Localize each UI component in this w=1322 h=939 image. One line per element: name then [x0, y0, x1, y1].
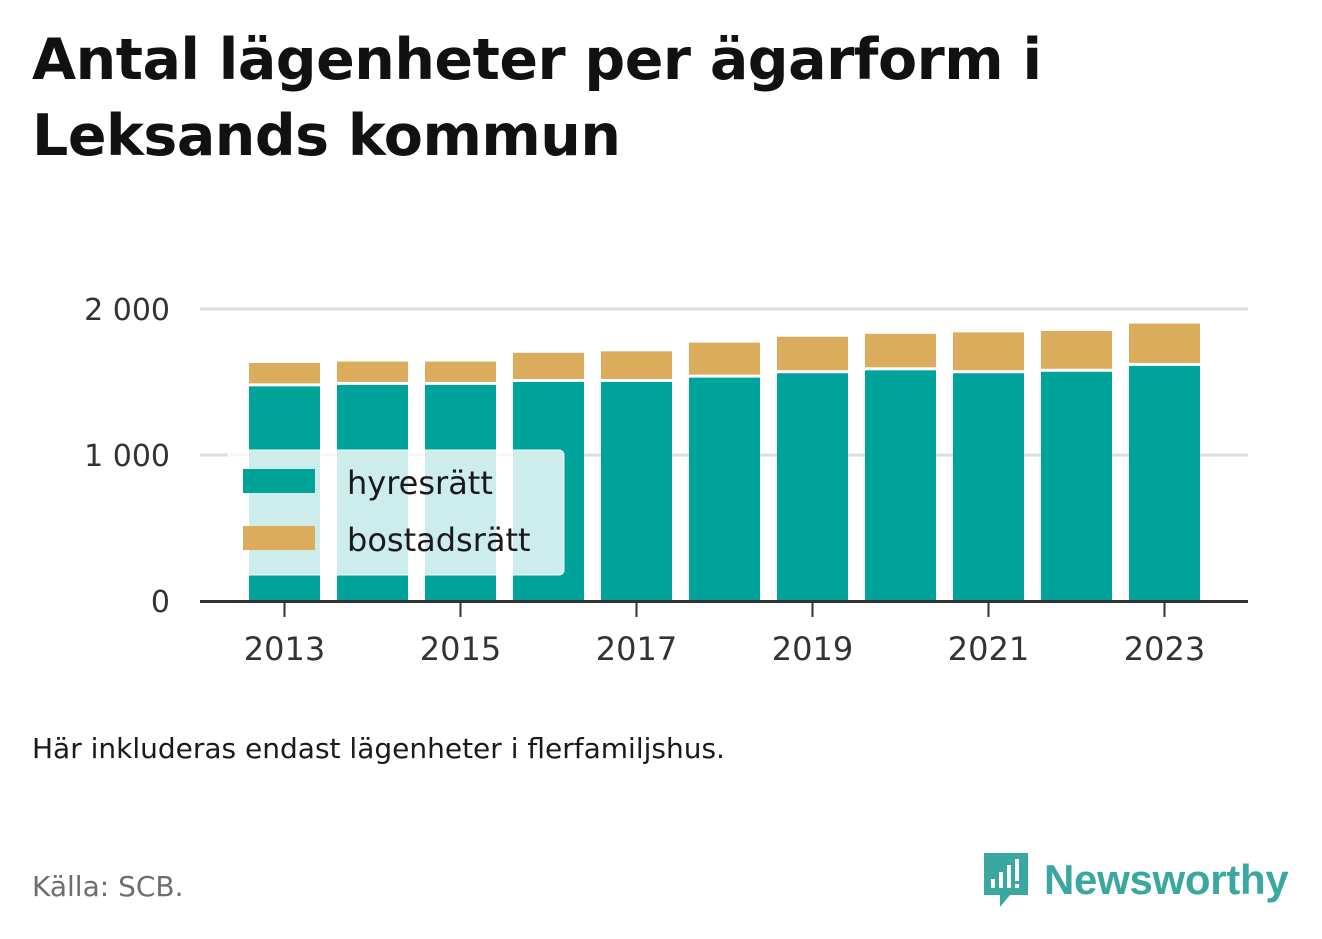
bar-bostadsratt: [513, 352, 584, 379]
x-tick-label: 2019: [772, 630, 853, 668]
x-tick-label: 2015: [420, 630, 501, 668]
bar-bostadsratt: [337, 361, 408, 382]
bar-hyresratt: [953, 373, 1024, 601]
bar-hyresratt: [777, 373, 848, 601]
x-tick-label: 2023: [1124, 630, 1205, 668]
y-tick-label: 2 000: [84, 293, 170, 328]
bar-hyresratt: [1129, 365, 1200, 601]
bar-bostadsratt: [249, 363, 320, 384]
bar-bostadsratt: [953, 332, 1024, 371]
bar-hyresratt: [1041, 371, 1112, 601]
bar-bostadsratt: [777, 336, 848, 371]
chart-note: Här inkluderas endast lägenheter i flerf…: [32, 732, 725, 765]
bar-bostadsratt: [1041, 330, 1112, 369]
chart-title: Antal lägenheter per ägarform i Leksands…: [32, 27, 1042, 169]
bar-bostadsratt: [425, 361, 496, 382]
bar-bostadsratt: [865, 333, 936, 368]
bar-hyresratt: [865, 370, 936, 601]
bar-hyresratt: [689, 377, 760, 601]
bar-bostadsratt: [1129, 323, 1200, 363]
legend-label-bostadsratt: bostadsrätt: [347, 521, 531, 559]
newsworthy-logo-text: Newsworthy: [1044, 856, 1289, 903]
x-tick-label: 2013: [244, 630, 325, 668]
bar-hyresratt: [601, 382, 672, 601]
y-tick-label: 1 000: [84, 439, 170, 474]
source-text: Källa: SCB.: [32, 870, 184, 903]
legend-swatch-bostadsratt: [243, 526, 315, 550]
newsworthy-logo[interactable]: Newsworthy: [980, 848, 1289, 912]
legend-label-hyresratt: hyresrätt: [347, 464, 493, 502]
newsworthy-logo-icon: [984, 853, 1028, 907]
bar-chart: 0 1 000 2 000 2013 2015 2017 2019 2021 2023 hyres…: [84, 293, 1248, 668]
legend-swatch-hyresratt: [243, 469, 315, 493]
x-tick-label: 2017: [596, 630, 677, 668]
bar-bostadsratt: [601, 351, 672, 379]
bar-bostadsratt: [689, 342, 760, 375]
y-tick-label: 0: [151, 585, 170, 620]
x-tick-label: 2021: [948, 630, 1029, 668]
